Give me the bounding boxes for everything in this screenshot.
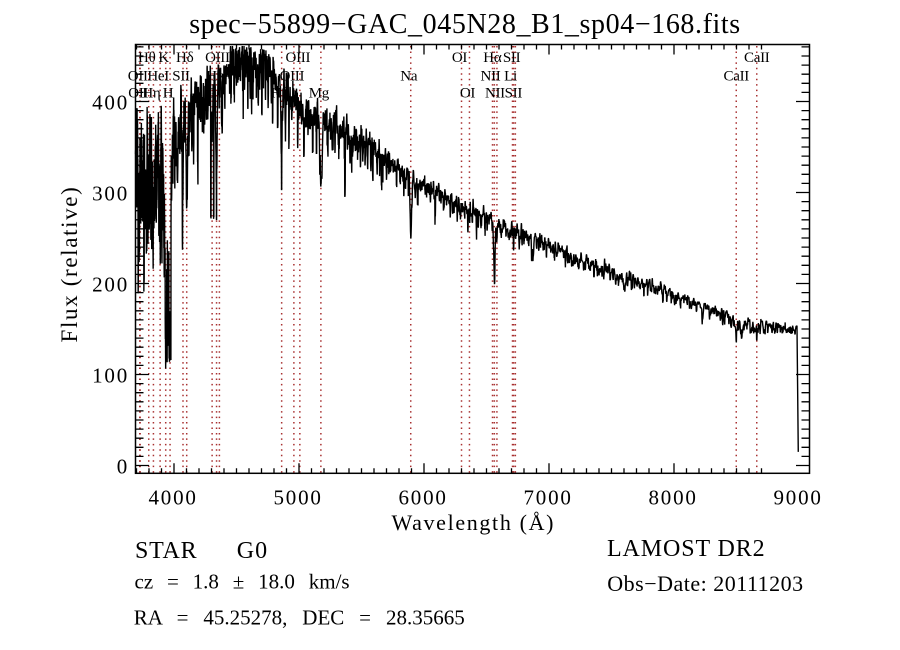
- svg-text:NII: NII: [485, 86, 505, 102]
- svg-text:G: G: [205, 86, 216, 102]
- svg-text:SII: SII: [172, 68, 190, 84]
- svg-text:Flux (relative): Flux (relative): [57, 186, 82, 343]
- svg-text:Mg: Mg: [309, 86, 330, 102]
- svg-text:HeI: HeI: [147, 68, 169, 84]
- svg-text:Obs−Date: 20111203: Obs−Date: 20111203: [607, 571, 803, 596]
- svg-text:SII: SII: [505, 86, 523, 102]
- svg-text:CaII: CaII: [744, 50, 770, 66]
- svg-text:Hα: Hα: [483, 50, 502, 66]
- svg-text:200: 200: [92, 273, 129, 297]
- svg-text:Li: Li: [504, 68, 517, 84]
- svg-text:100: 100: [92, 364, 129, 388]
- svg-text:9000: 9000: [773, 486, 822, 510]
- svg-text:8000: 8000: [648, 486, 697, 510]
- svg-text:spec−55899−GAC_045N28_B1_sp04−: spec−55899−GAC_045N28_B1_sp04−168.fits: [189, 9, 741, 40]
- svg-text:OIII: OIII: [286, 50, 311, 66]
- svg-text:OIII: OIII: [205, 50, 230, 66]
- svg-text:7000: 7000: [523, 486, 572, 510]
- svg-text:cz = 1.8 ± 18.0 km/s: cz = 1.8 ± 18.0 km/s: [135, 570, 350, 594]
- svg-text:OII: OII: [128, 86, 148, 102]
- svg-text:OI: OI: [452, 50, 468, 66]
- svg-text:Hθ: Hθ: [138, 50, 156, 66]
- svg-text:SII: SII: [503, 50, 521, 66]
- svg-text:Na: Na: [400, 68, 418, 84]
- svg-text:0: 0: [117, 455, 129, 479]
- svg-text:6000: 6000: [398, 486, 447, 510]
- svg-text:K: K: [158, 50, 169, 66]
- svg-text:CaII: CaII: [724, 68, 750, 84]
- svg-text:Hβ: Hβ: [271, 86, 289, 102]
- svg-text:4000: 4000: [148, 486, 197, 510]
- svg-text:Hδ: Hδ: [176, 50, 194, 66]
- svg-text:5000: 5000: [273, 486, 322, 510]
- svg-text:OII: OII: [128, 68, 148, 84]
- svg-text:OIII: OIII: [280, 68, 305, 84]
- svg-text:300: 300: [92, 182, 129, 206]
- svg-text:Hγ: Hγ: [206, 68, 224, 84]
- svg-text:STAR: STAR: [135, 538, 197, 564]
- svg-text:OI: OI: [460, 86, 476, 102]
- svg-text:RA = 45.25278, DEC = 28: RA = 45.25278, DEC = 28.35665: [134, 606, 465, 630]
- svg-text:400: 400: [92, 91, 129, 115]
- svg-text:LAMOST DR2: LAMOST DR2: [607, 536, 766, 562]
- svg-text:Wavelength (Å): Wavelength (Å): [391, 510, 555, 535]
- svg-text:G0: G0: [237, 538, 268, 564]
- svg-text:H: H: [163, 86, 174, 102]
- svg-text:Hη: Hη: [142, 86, 161, 102]
- svg-text:NII: NII: [481, 68, 501, 84]
